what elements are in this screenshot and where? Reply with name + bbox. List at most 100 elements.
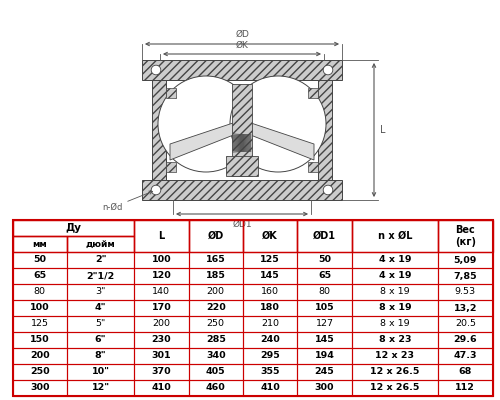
Text: 3": 3" (96, 288, 106, 296)
Text: 12": 12" (92, 384, 110, 392)
Text: 200: 200 (30, 352, 50, 360)
Text: дюйм: дюйм (86, 240, 116, 248)
Text: 240: 240 (260, 336, 280, 344)
Circle shape (151, 65, 161, 75)
Text: 145: 145 (314, 336, 334, 344)
Text: 68: 68 (458, 368, 472, 376)
Polygon shape (308, 162, 318, 172)
Text: 185: 185 (206, 272, 226, 280)
Polygon shape (308, 88, 318, 98)
Polygon shape (232, 84, 252, 176)
Circle shape (323, 185, 333, 195)
Text: 8 x 19: 8 x 19 (380, 320, 410, 328)
Polygon shape (318, 80, 332, 180)
Text: 12 x 23: 12 x 23 (376, 352, 414, 360)
Text: L: L (158, 231, 164, 241)
Text: 7,85: 7,85 (454, 272, 477, 280)
Text: 80: 80 (318, 288, 330, 296)
Text: 300: 300 (315, 384, 334, 392)
Text: 250: 250 (206, 320, 224, 328)
Text: 200: 200 (206, 288, 224, 296)
Text: 12 x 26.5: 12 x 26.5 (370, 384, 420, 392)
Text: 127: 127 (316, 320, 334, 328)
Text: ØD: ØD (208, 231, 224, 241)
Text: 20.5: 20.5 (455, 320, 476, 328)
Polygon shape (142, 60, 342, 80)
Text: 370: 370 (152, 368, 171, 376)
Text: 5,09: 5,09 (454, 256, 477, 264)
Text: 47.3: 47.3 (454, 352, 477, 360)
Polygon shape (142, 180, 342, 200)
Polygon shape (226, 156, 258, 176)
Text: 2"1/2: 2"1/2 (86, 272, 115, 280)
Text: 245: 245 (314, 368, 334, 376)
Text: L: L (380, 125, 386, 135)
Text: 65: 65 (318, 272, 331, 280)
Text: 8 x 23: 8 x 23 (378, 336, 411, 344)
Text: n-Ød: n-Ød (102, 191, 152, 212)
Text: 4 x 19: 4 x 19 (378, 272, 411, 280)
Circle shape (151, 185, 161, 195)
Text: 8 x 19: 8 x 19 (378, 304, 411, 312)
Text: 5": 5" (96, 320, 106, 328)
Polygon shape (248, 122, 314, 160)
Text: 210: 210 (261, 320, 279, 328)
Text: Ду: Ду (66, 223, 82, 233)
Text: 80: 80 (34, 288, 46, 296)
Text: 10": 10" (92, 368, 110, 376)
Text: мм: мм (32, 240, 47, 248)
Circle shape (230, 76, 326, 172)
Text: 140: 140 (152, 288, 170, 296)
Text: 65: 65 (33, 272, 46, 280)
Text: 301: 301 (152, 352, 171, 360)
Text: 9.53: 9.53 (454, 288, 476, 296)
Text: 125: 125 (30, 320, 48, 328)
Circle shape (158, 76, 254, 172)
Polygon shape (152, 80, 166, 180)
Text: 125: 125 (260, 256, 280, 264)
Text: 405: 405 (206, 368, 226, 376)
Text: 120: 120 (152, 272, 171, 280)
Text: 410: 410 (152, 384, 171, 392)
Text: 220: 220 (206, 304, 226, 312)
Text: 250: 250 (30, 368, 50, 376)
Text: 29.6: 29.6 (454, 336, 477, 344)
Polygon shape (170, 122, 236, 160)
Text: 50: 50 (318, 256, 331, 264)
Text: 295: 295 (260, 352, 280, 360)
Text: 8 x 19: 8 x 19 (380, 288, 410, 296)
Text: 194: 194 (314, 352, 334, 360)
Text: 8": 8" (94, 352, 106, 360)
Text: 300: 300 (30, 384, 50, 392)
Text: 4 x 19: 4 x 19 (378, 256, 411, 264)
Text: 180: 180 (260, 304, 280, 312)
Text: 12 x 26.5: 12 x 26.5 (370, 368, 420, 376)
Text: 355: 355 (260, 368, 280, 376)
Text: 160: 160 (261, 288, 279, 296)
Text: 410: 410 (260, 384, 280, 392)
Text: 230: 230 (152, 336, 171, 344)
Text: ØD1: ØD1 (232, 220, 252, 229)
Text: Вес
(кг): Вес (кг) (455, 225, 476, 247)
Text: ØK: ØK (236, 41, 248, 50)
Text: 285: 285 (206, 336, 226, 344)
Text: 145: 145 (260, 272, 280, 280)
Text: 165: 165 (206, 256, 226, 264)
Text: n x ØL: n x ØL (378, 231, 412, 241)
Text: ØD1: ØD1 (313, 231, 336, 241)
Text: ØD: ØD (235, 30, 249, 39)
Text: 6": 6" (95, 336, 106, 344)
Text: 13,2: 13,2 (454, 304, 477, 312)
Text: 200: 200 (152, 320, 170, 328)
Text: 50: 50 (33, 256, 46, 264)
Text: 340: 340 (206, 352, 226, 360)
Polygon shape (166, 80, 318, 180)
Text: 2": 2" (95, 256, 106, 264)
Text: 100: 100 (152, 256, 171, 264)
Text: 4": 4" (95, 304, 106, 312)
Text: 460: 460 (206, 384, 226, 392)
Text: 100: 100 (30, 304, 50, 312)
Text: 170: 170 (152, 304, 171, 312)
Text: 112: 112 (456, 384, 475, 392)
Text: 105: 105 (314, 304, 334, 312)
